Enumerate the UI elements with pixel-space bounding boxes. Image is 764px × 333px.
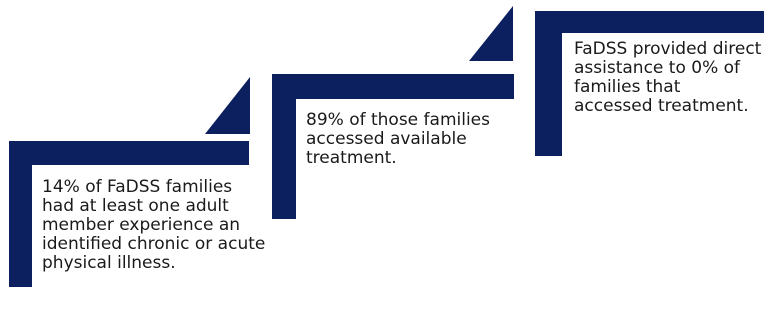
step-3-text: FaDSS provided direct assistance to 0% o… <box>574 39 762 116</box>
step-1-top-bar <box>9 141 249 165</box>
step-2-shape <box>272 74 514 219</box>
step-2-text: 89% of those families accessed available… <box>306 110 490 168</box>
step-3-top-bar <box>535 11 764 33</box>
step-1-text: 14% of FaDSS families had at least one a… <box>42 177 266 273</box>
step-2-left-bar <box>272 74 296 219</box>
step-1-arrow-triangle <box>205 77 250 134</box>
step-2-arrow-triangle <box>469 6 513 61</box>
step-1-shape <box>9 141 249 287</box>
step-2-top-bar <box>272 74 514 99</box>
step-1-left-bar <box>9 141 32 287</box>
step-3-shape <box>535 11 764 156</box>
step-3-left-bar <box>535 11 562 156</box>
